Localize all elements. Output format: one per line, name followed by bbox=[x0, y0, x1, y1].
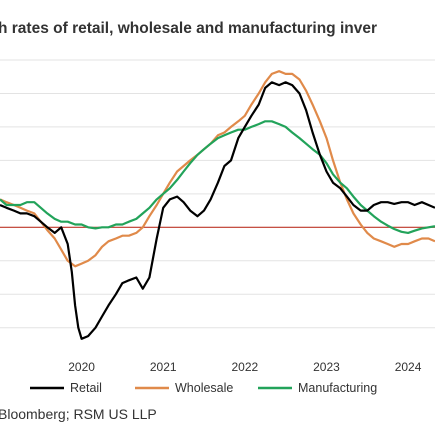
legend-label-retail: Retail bbox=[70, 381, 102, 395]
x-axis-ticks: 2020 2021 2022 2023 2024 bbox=[68, 360, 421, 374]
x-tick-label: 2022 bbox=[231, 360, 258, 374]
legend-label-wholesale: Wholesale bbox=[175, 381, 233, 395]
chart-title-text: h rates of retail, wholesale and manufac… bbox=[0, 20, 377, 37]
x-tick-label: 2023 bbox=[313, 360, 340, 374]
chart-title: h rates of retail, wholesale and manufac… bbox=[0, 20, 435, 44]
x-tick-label: 2021 bbox=[150, 360, 177, 374]
series-line-retail bbox=[0, 81, 435, 340]
series-line-wholesale bbox=[0, 70, 435, 268]
series-lines bbox=[0, 70, 435, 340]
series-line-manufacturing bbox=[0, 120, 435, 234]
x-tick-label: 2024 bbox=[395, 360, 422, 374]
legend-label-manufacturing: Manufacturing bbox=[298, 381, 377, 395]
gridlines bbox=[0, 59, 435, 329]
legend: Retail Wholesale Manufacturing bbox=[30, 381, 377, 395]
source-note: Bloomberg; RSM US LLP bbox=[0, 406, 157, 422]
x-tick-label: 2020 bbox=[68, 360, 95, 374]
